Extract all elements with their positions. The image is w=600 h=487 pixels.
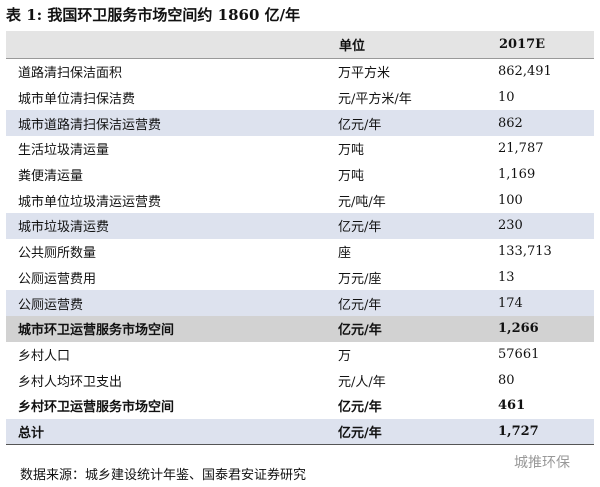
table-cell: 万吨 — [338, 169, 365, 185]
table-row: 城市单位垃圾清运运营费 元/吨/年 100 — [6, 187, 594, 213]
table-row: 总计 亿元/年 1,727 — [6, 418, 594, 446]
table-cell: 万平方米 — [338, 66, 391, 82]
table-row: 城市道路清扫保洁运营费 亿元/年 862 — [6, 110, 594, 137]
table-cell: 862 — [498, 115, 523, 131]
table-cell: 座 — [338, 246, 352, 262]
table-cell: 城市单位垃圾清运运营费 — [18, 194, 162, 210]
table-cell: 万 — [338, 348, 352, 364]
table-cell: 1,266 — [498, 321, 539, 337]
source-note: 数据来源：城乡建设统计年鉴、国泰君安证券研究 — [20, 468, 307, 483]
table-row: 道路清扫保洁面积 万平方米 862,491 — [6, 59, 594, 85]
header-row: 单位 2017E — [6, 31, 594, 59]
table-title: 表 1: 我国环卫服务市场空间约 1860 亿/年 — [6, 6, 301, 24]
table-row: 公共厕所数量 座 133,713 — [6, 239, 594, 265]
table-cell: 461 — [498, 398, 526, 414]
table-cell: 元/吨/年 — [338, 194, 386, 210]
table-cell: 万元/座 — [338, 271, 382, 287]
table-cell: 174 — [498, 295, 523, 311]
table-cell: 100 — [498, 192, 523, 208]
table-cell: 乡村人均环卫支出 — [18, 374, 123, 390]
table-row: 公厕运营费用 万元/座 13 — [6, 265, 594, 291]
table-cell: 道路清扫保洁面积 — [18, 66, 123, 82]
table-cell: 元/平方米/年 — [338, 92, 412, 108]
table-cell: 万吨 — [338, 143, 365, 159]
table-row: 粪便清运量 万吨 1,169 — [6, 162, 594, 188]
table-row: 公厕运营费 亿元/年 174 — [6, 290, 594, 316]
table-cell: 亿元/年 — [338, 117, 382, 133]
header-cell: 2017E — [498, 31, 594, 59]
table-cell: 公共厕所数量 — [18, 246, 97, 262]
table-cell: 13 — [498, 269, 515, 285]
table-cell: 乡村环卫运营服务市场空间 — [18, 400, 175, 416]
header-cell: 单位 — [338, 31, 498, 59]
table-cell: 862,491 — [498, 64, 552, 80]
table-cell: 城市垃圾清运费 — [18, 220, 110, 236]
table-cell: 230 — [498, 218, 523, 234]
table-row: 乡村人均环卫支出 元/人/年 80 — [6, 367, 594, 393]
table-cell: 粪便清运量 — [18, 169, 84, 185]
table-cell: 公厕运营费 — [18, 297, 84, 313]
table-cell: 生活垃圾清运量 — [18, 143, 110, 159]
watermark: 城推环保 — [514, 455, 570, 471]
table-cell: 总计 — [6, 418, 338, 446]
table-cell: 亿元/年 — [338, 400, 382, 416]
header-cell — [6, 31, 338, 59]
table-cell: 城市环卫运营服务市场空间 — [18, 323, 175, 339]
table-row: 城市单位清扫保洁费 元/平方米/年 10 — [6, 85, 594, 111]
table-cell: 公厕运营费用 — [18, 271, 97, 287]
table-cell: 21,787 — [498, 141, 544, 157]
table-cell: 亿元/年 — [338, 220, 382, 236]
table-cell: 亿元/年 — [338, 418, 498, 446]
table-cell: 1,727 — [498, 418, 594, 446]
table-cell: 城市道路清扫保洁运营费 — [18, 117, 162, 133]
table-cell: 亿元/年 — [338, 297, 382, 313]
table-cell: 1,169 — [498, 167, 536, 183]
table-cell: 亿元/年 — [338, 323, 382, 339]
table-row: 城市环卫运营服务市场空间 亿元/年 1,266 — [6, 315, 594, 342]
table-cell: 57661 — [498, 346, 540, 362]
table-cell: 乡村人口 — [18, 348, 71, 364]
table-cell: 城市单位清扫保洁费 — [18, 92, 136, 108]
table-cell: 133,713 — [498, 244, 552, 260]
table-cell: 80 — [498, 372, 515, 388]
table-row: 生活垃圾清运量 万吨 21,787 — [6, 136, 594, 162]
table-row: 城市垃圾清运费 亿元/年 230 — [6, 213, 594, 239]
table-cell: 元/人/年 — [338, 374, 386, 390]
table-row: 乡村环卫运营服务市场空间 亿元/年 461 — [6, 393, 594, 419]
table-cell: 10 — [498, 90, 515, 106]
data-table: 单位 2017E 道路清扫保洁面积 万平方米 862,491 城市单位清扫保洁费 元/平… — [6, 31, 594, 446]
table-row: 乡村人口 万 57661 — [6, 342, 594, 368]
